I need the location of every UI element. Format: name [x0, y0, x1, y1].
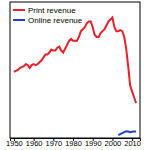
- x-tick: 1950: [6, 138, 23, 148]
- plot-area: 1950196019701980199020002010 Print revenu…: [6, 2, 141, 148]
- x-tick: 1980: [65, 138, 82, 148]
- x-tick: 1990: [85, 138, 102, 148]
- x-tick: 2000: [105, 138, 122, 148]
- x-tick: 1960: [26, 138, 43, 148]
- series-line: [118, 131, 136, 135]
- legend-box: [11, 4, 85, 25]
- x-tick-label: 1980: [65, 139, 82, 148]
- legend: Print revenueOnline revenue: [11, 4, 85, 25]
- x-tick-label: 1990: [85, 139, 102, 148]
- legend-swatch: [13, 19, 25, 21]
- x-tick-label: 1950: [6, 139, 23, 148]
- plot-frame: [10, 2, 140, 138]
- x-tick-label: 2000: [105, 139, 122, 148]
- x-tick: 1970: [45, 138, 62, 148]
- x-tick: 2010: [124, 138, 141, 148]
- legend-label: Print revenue: [28, 6, 76, 15]
- legend-item: Print revenue: [13, 6, 76, 15]
- lines: [14, 18, 136, 136]
- chart: 1950196019701980199020002010 Print revenu…: [0, 0, 150, 150]
- x-tick-label: 1960: [26, 139, 43, 148]
- x-tick-label: 1970: [45, 139, 62, 148]
- x-tick-label: 2010: [124, 139, 141, 148]
- x-axis: 1950196019701980199020002010: [6, 138, 141, 148]
- series-line: [14, 18, 136, 103]
- legend-label: Online revenue: [28, 16, 83, 25]
- legend-item: Online revenue: [13, 16, 83, 25]
- legend-swatch: [13, 9, 25, 11]
